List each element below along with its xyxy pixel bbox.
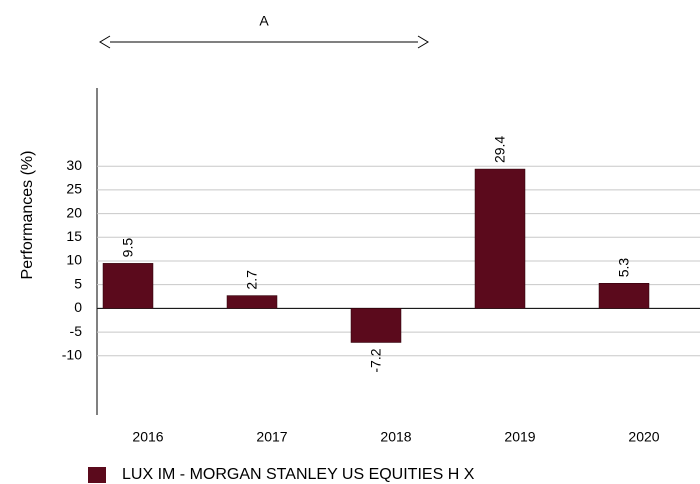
y-tick-label: 0	[74, 299, 82, 315]
y-tick-label: 15	[66, 228, 82, 244]
bar	[474, 168, 526, 309]
x-tick-label: 2019	[504, 429, 535, 445]
value-label: 5.3	[616, 258, 632, 278]
x-tick-label: 2016	[132, 429, 163, 445]
y-tick-label: 5	[74, 275, 82, 291]
bar	[102, 263, 154, 309]
x-tick-label: 2017	[256, 429, 287, 445]
value-label: -7.2	[368, 348, 384, 372]
y-tick-label: 30	[66, 157, 82, 173]
bar	[598, 283, 650, 309]
bar	[226, 295, 278, 309]
y-tick-label: -5	[70, 323, 83, 339]
y-tick-label: 25	[66, 181, 82, 197]
y-tick-label: 10	[66, 252, 82, 268]
value-label: 2.7	[244, 270, 260, 290]
x-tick-label: 2018	[380, 429, 411, 445]
x-tick-label: 2020	[628, 429, 659, 445]
value-label: 9.5	[120, 238, 136, 258]
y-tick-label: 20	[66, 204, 82, 220]
value-label: 29.4	[492, 136, 508, 163]
y-tick-label: -10	[62, 346, 82, 362]
legend-swatch	[88, 467, 106, 483]
bar	[350, 308, 402, 343]
annotation-arrow	[99, 35, 429, 49]
legend-label: LUX IM - MORGAN STANLEY US EQUITIES H X	[122, 466, 475, 483]
y-axis-label: Performances (%)	[19, 151, 36, 280]
annotation: A	[259, 13, 269, 29]
